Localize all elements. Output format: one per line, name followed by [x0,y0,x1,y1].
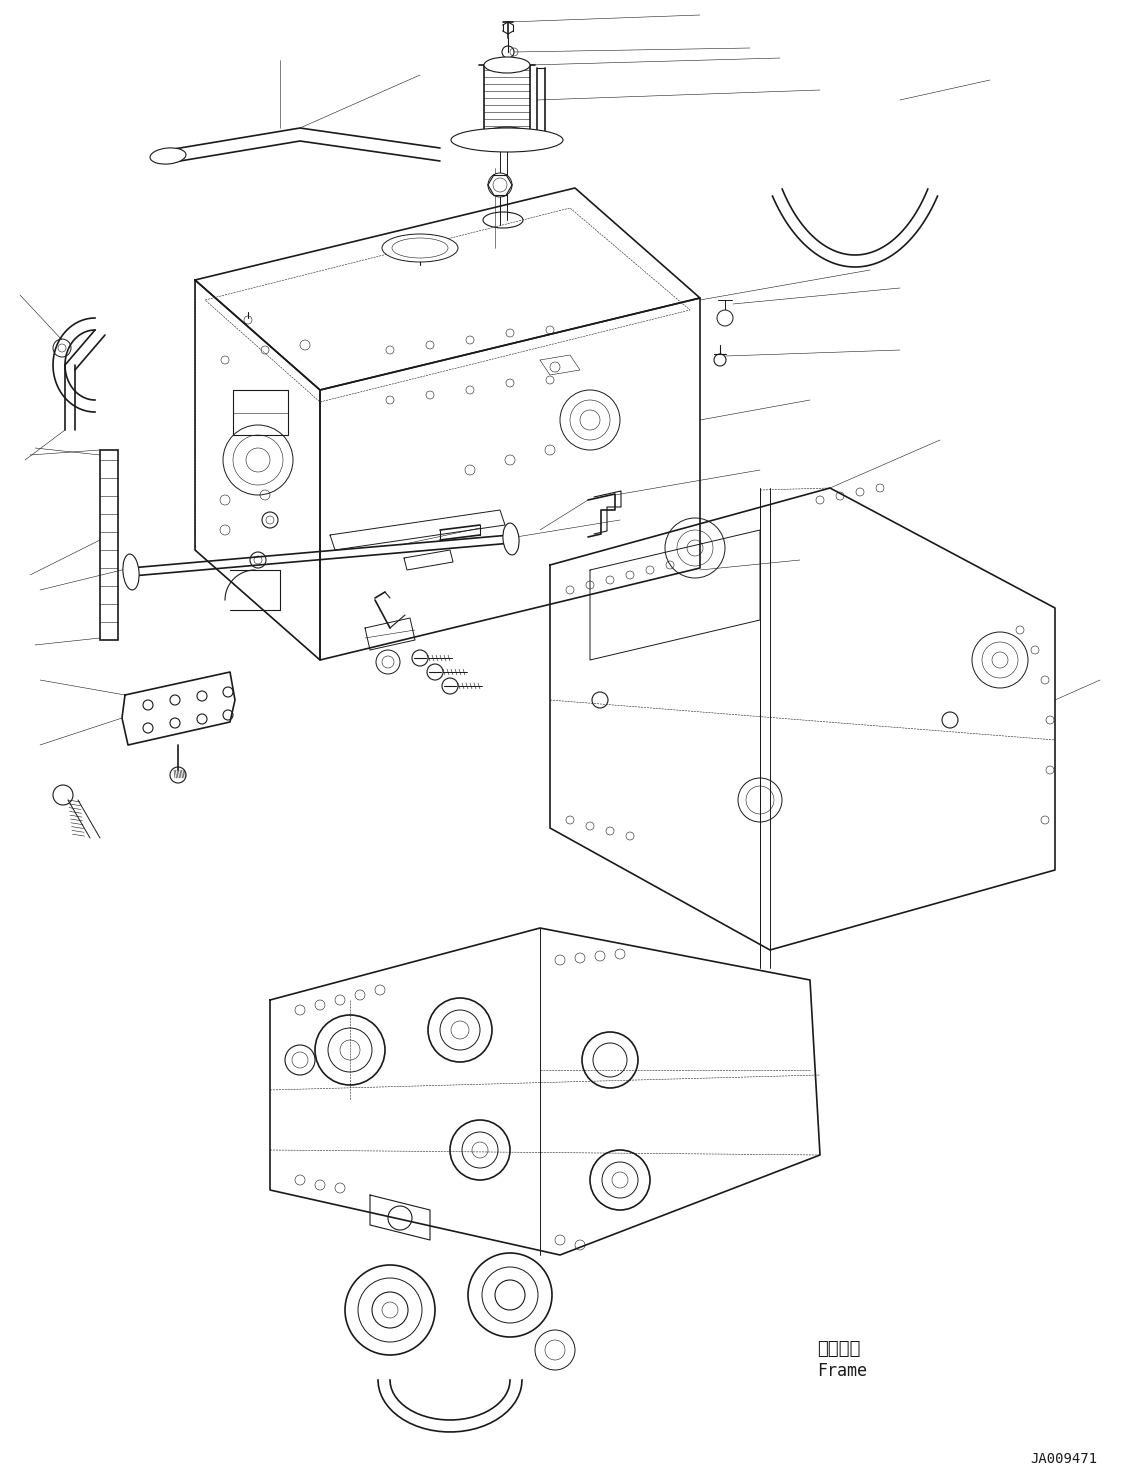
Ellipse shape [382,234,458,262]
Ellipse shape [503,523,519,555]
Text: フレーム: フレーム [817,1340,860,1358]
Text: Frame: Frame [817,1363,867,1380]
Ellipse shape [150,147,186,164]
Text: JA009471: JA009471 [1030,1452,1097,1466]
Ellipse shape [123,554,139,591]
Ellipse shape [484,57,530,74]
Ellipse shape [451,128,563,152]
Bar [233,390,288,435]
Ellipse shape [484,127,530,143]
Bar [100,449,118,639]
Circle shape [716,309,734,326]
Circle shape [487,172,513,197]
